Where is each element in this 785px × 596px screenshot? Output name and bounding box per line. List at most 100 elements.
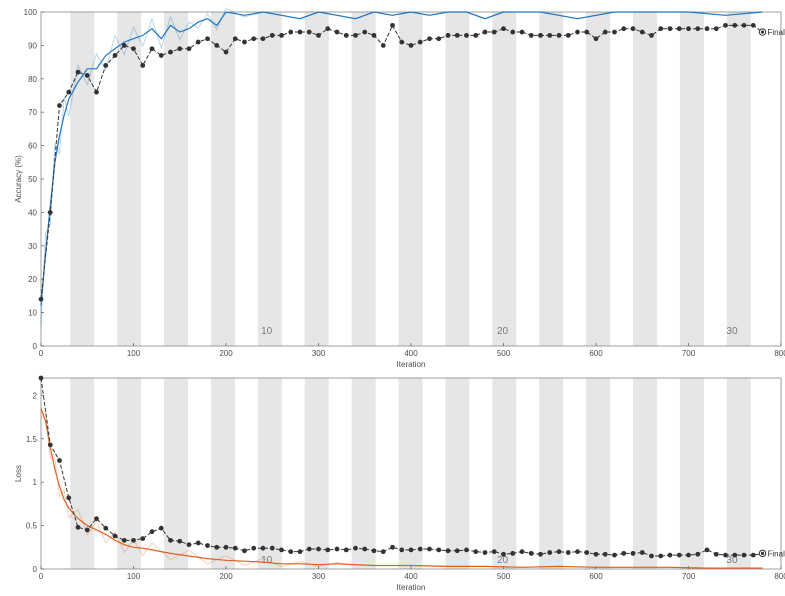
x-tick-label: 200 (219, 349, 233, 358)
validation-point (723, 22, 728, 28)
validation-point (177, 538, 183, 544)
validation-point (501, 551, 506, 557)
x-tick-label: 500 (497, 572, 511, 581)
epoch-band (351, 378, 376, 569)
epoch-label: 20 (497, 555, 509, 566)
validation-point (223, 544, 229, 550)
validation-point (408, 43, 414, 48)
validation-point (491, 549, 497, 555)
validation-point (38, 296, 44, 302)
y-tick-label: 0 (33, 342, 38, 351)
validation-point (47, 442, 53, 448)
validation-point (473, 549, 479, 555)
validation-point (528, 550, 534, 556)
validation-point (630, 550, 636, 556)
validation-point (232, 36, 238, 42)
validation-point (667, 552, 673, 558)
epoch-band (210, 12, 235, 346)
validation-point (639, 29, 645, 35)
validation-point (149, 46, 155, 52)
epoch-band (633, 12, 658, 346)
validation-point (445, 32, 451, 38)
validation-point (464, 32, 469, 38)
validation-point (750, 22, 756, 28)
x-tick-label: 300 (312, 572, 326, 581)
validation-point (695, 26, 701, 32)
epoch-band (70, 12, 95, 346)
x-tick-label: 600 (589, 572, 603, 581)
final-marker-dot (760, 551, 765, 555)
validation-point (251, 545, 257, 551)
x-axis-label: Iteration (397, 583, 426, 592)
epoch-band (492, 378, 517, 569)
y-tick-label: 60 (28, 142, 37, 151)
validation-point (482, 550, 488, 555)
validation-point (131, 537, 136, 543)
validation-point (214, 43, 220, 48)
x-tick-label: 700 (682, 349, 696, 358)
validation-point (168, 49, 173, 55)
validation-point (343, 32, 349, 38)
y-tick-label: 0.5 (26, 522, 38, 531)
validation-point (306, 546, 312, 552)
validation-point (556, 549, 562, 555)
validation-point (584, 29, 590, 35)
validation-point (639, 550, 645, 555)
y-tick-label: 20 (28, 275, 37, 284)
epoch-band (164, 378, 189, 569)
validation-point (112, 533, 118, 539)
validation-point (205, 36, 210, 42)
validation-point (547, 32, 553, 38)
validation-point (399, 547, 405, 553)
validation-point (380, 549, 386, 555)
validation-point (464, 547, 469, 553)
epoch-label: 30 (726, 555, 738, 566)
validation-point (704, 26, 710, 32)
epoch-band (726, 378, 751, 569)
x-axis-label: Iteration (397, 360, 426, 369)
epoch-label: 20 (497, 326, 509, 337)
validation-point (417, 39, 423, 45)
epoch-band (164, 12, 189, 346)
epoch-label: 10 (261, 326, 273, 337)
validation-point (306, 29, 312, 35)
validation-point (242, 39, 247, 45)
epoch-band (586, 378, 611, 569)
validation-point (565, 550, 571, 555)
validation-point (186, 542, 192, 548)
epoch-band (117, 12, 142, 346)
validation-point (454, 548, 460, 554)
validation-point (186, 46, 192, 52)
validation-point (195, 540, 201, 546)
final-marker-dot (760, 30, 765, 34)
validation-point (491, 29, 497, 35)
loss-chart: 0 100 200 300 400 500 600 700 800 0 0.5 1 1.5 2 Iterat… (14, 375, 785, 592)
epoch-band (210, 378, 235, 569)
x-tick-label: 300 (312, 349, 326, 358)
validation-point (602, 551, 608, 557)
validation-point (353, 545, 358, 551)
epoch-band (304, 12, 329, 346)
validation-point (251, 36, 257, 42)
validation-point (325, 547, 331, 553)
y-tick-label: 10 (28, 309, 37, 318)
validation-point (121, 43, 127, 48)
epoch-band (492, 12, 517, 346)
validation-point (630, 26, 636, 32)
validation-point (612, 552, 617, 558)
validation-point (732, 22, 738, 28)
epoch-label: 10 (261, 555, 273, 566)
epoch-band (586, 12, 611, 346)
validation-point (538, 551, 543, 557)
x-tick-label: 100 (127, 572, 141, 581)
validation-point (399, 39, 405, 45)
validation-point (112, 53, 118, 58)
validation-point (75, 69, 81, 75)
y-tick-label: 2 (33, 391, 38, 400)
validation-point (436, 547, 442, 553)
validation-point (84, 73, 90, 78)
epoch-band (257, 378, 282, 569)
x-tick-label: 800 (774, 349, 785, 358)
validation-point (371, 32, 377, 38)
validation-point (195, 39, 201, 45)
